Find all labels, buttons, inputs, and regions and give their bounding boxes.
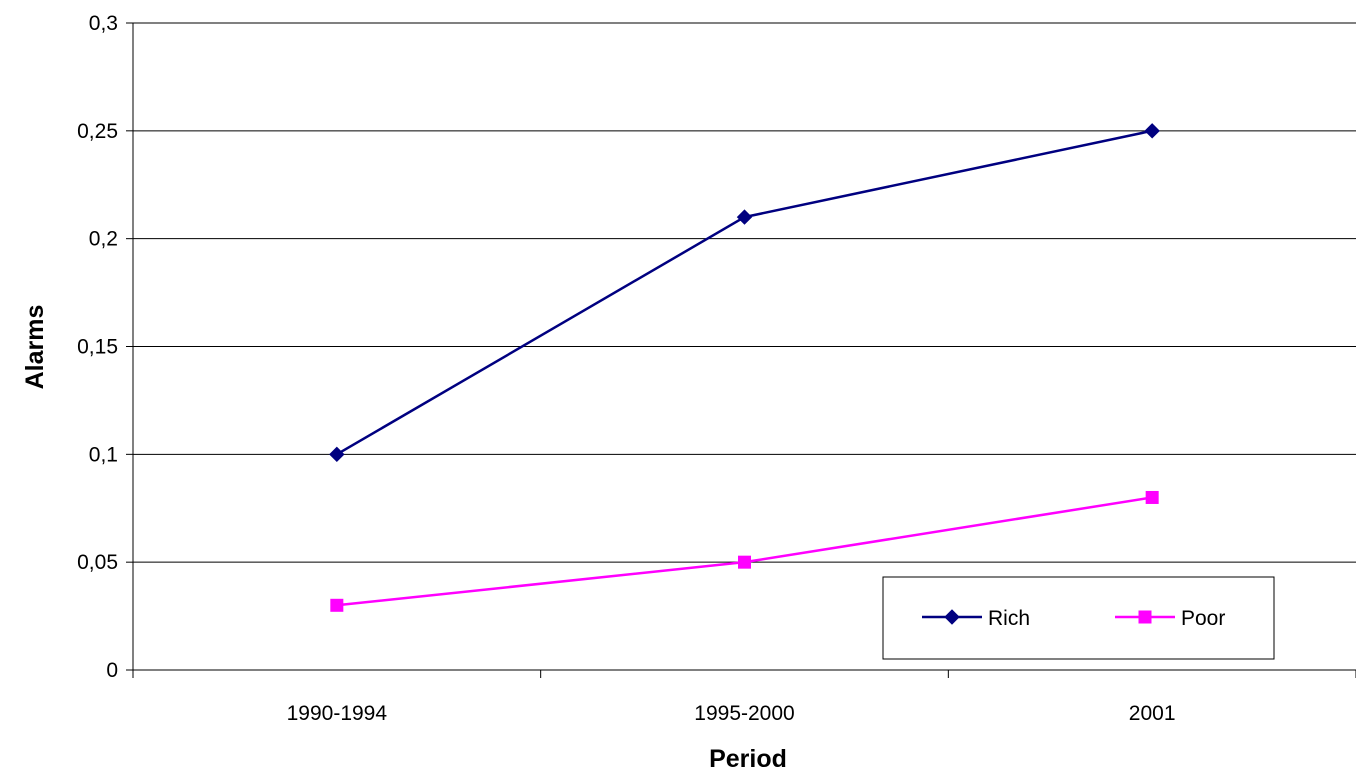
square-marker (330, 598, 344, 612)
series-rich (329, 123, 1160, 463)
legend-item-rich: Rich (922, 607, 1030, 630)
x-tick-label: 2001 (1129, 702, 1176, 725)
legend-label: Poor (1181, 607, 1225, 630)
square-marker (1138, 610, 1152, 624)
y-tick-label: 0,2 (89, 228, 118, 251)
y-tick-label: 0,25 (77, 120, 118, 143)
y-tick-labels: 0 0,05 0,1 0,15 0,2 0,25 0,3 (77, 12, 118, 682)
y-tick-label: 0,3 (89, 12, 118, 35)
x-tick-labels: 1990-1994 1995-2000 2001 (287, 702, 1176, 725)
y-tick-label: 0 (106, 659, 118, 682)
series (329, 123, 1160, 612)
legend-item-poor: Poor (1115, 607, 1225, 630)
grid-lines (133, 22, 1356, 563)
diamond-marker (329, 446, 345, 463)
series-poor (330, 490, 1159, 612)
diamond-marker (1144, 123, 1160, 139)
y-axis-title: Alarms (21, 305, 49, 390)
diamond-marker (736, 209, 753, 225)
square-marker (738, 555, 751, 569)
y-tick-label: 0,1 (89, 443, 118, 466)
axes (126, 22, 1356, 678)
diamond-marker (944, 609, 960, 625)
square-marker (1145, 490, 1159, 504)
legend: Rich Poor (882, 576, 1275, 660)
x-axis-title: Period (709, 745, 787, 770)
legend-label: Rich (988, 607, 1030, 630)
series-line (336, 129, 1153, 456)
x-tick-label: 1990-1994 (287, 702, 388, 725)
y-tick-label: 0,05 (77, 551, 118, 574)
y-tick-label: 0,15 (77, 336, 118, 359)
x-tick-label: 1995-2000 (694, 702, 794, 725)
